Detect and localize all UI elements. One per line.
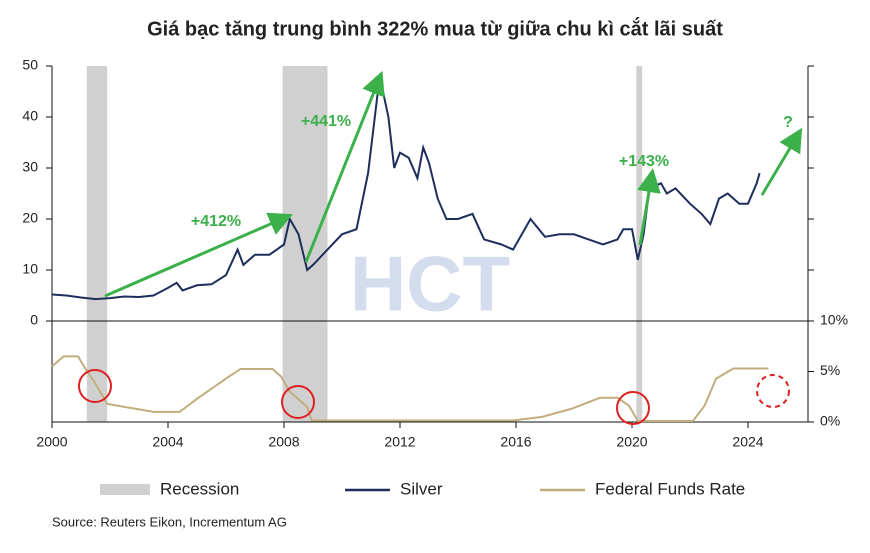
y-tick-label: 30 — [22, 159, 38, 175]
trend-arrow — [760, 127, 803, 196]
trend-arrow — [637, 168, 661, 246]
legend-label: Federal Funds Rate — [595, 479, 745, 498]
legend-label: Recession — [160, 479, 239, 498]
annotation: ? — [783, 114, 793, 131]
chart-title: Giá bạc tăng trung bình 322% mua từ giữa… — [147, 16, 723, 40]
x-tick-label: 2004 — [152, 434, 183, 450]
annotation: +143% — [619, 153, 669, 170]
legend-label: Silver — [400, 479, 443, 498]
x-tick-label: 2008 — [268, 434, 299, 450]
y-tick-label: 10 — [22, 261, 38, 277]
source: Source: Reuters Eikon, Incrementum AG — [52, 514, 287, 529]
series-line — [51, 355, 769, 422]
x-tick-label: 2020 — [616, 434, 647, 450]
highlight-circle — [281, 385, 315, 419]
x-tick-label: 2012 — [384, 434, 415, 450]
recession-band — [282, 66, 328, 422]
trend-arrow — [104, 212, 294, 298]
recession-band — [86, 66, 108, 422]
trend-arrow — [304, 70, 385, 263]
x-tick-label: 2016 — [500, 434, 531, 450]
watermark: HCT — [350, 240, 510, 328]
highlight-circle — [78, 369, 112, 403]
y-tick-label: 50 — [22, 57, 38, 73]
annotation: +412% — [191, 213, 241, 230]
highlight-circle — [756, 374, 790, 408]
y2-tick-label: 10% — [820, 312, 848, 328]
series-line — [51, 75, 761, 301]
highlight-circle — [616, 391, 650, 425]
y-tick-label: 0 — [30, 312, 38, 328]
y-tick-label: 40 — [22, 108, 38, 124]
legend-swatch — [100, 484, 150, 495]
y2-tick-label: 5% — [820, 362, 840, 378]
x-tick-label: 2024 — [732, 434, 763, 450]
x-tick-label: 2000 — [36, 434, 67, 450]
y-tick-label: 20 — [22, 210, 38, 226]
y2-tick-label: 0% — [820, 413, 840, 429]
annotation: +441% — [301, 113, 351, 130]
